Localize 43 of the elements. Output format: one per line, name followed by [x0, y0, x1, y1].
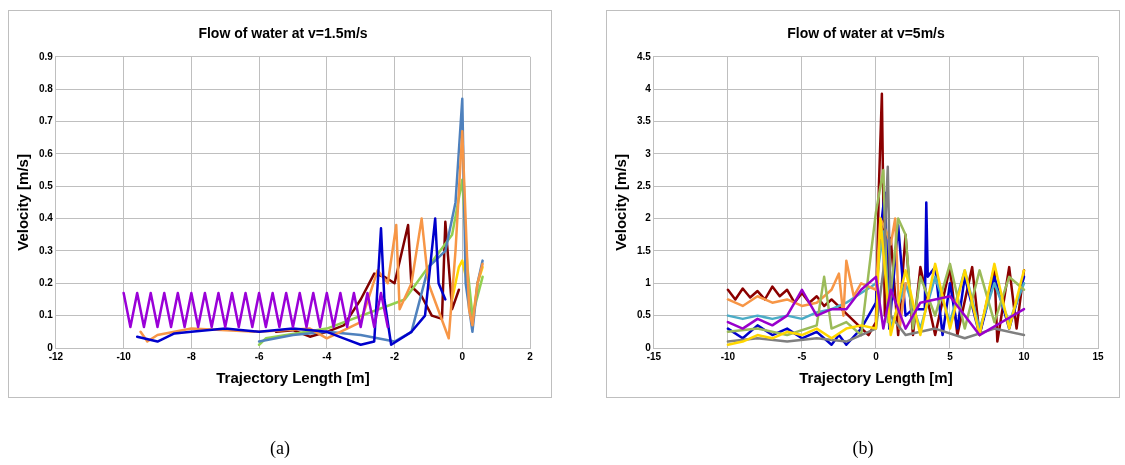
- y-tick-label: 1.5: [637, 244, 652, 256]
- y-tick-label: 2.5: [637, 179, 652, 191]
- y-tick-label: 0.3: [39, 244, 54, 256]
- x-tick-label: 0: [873, 350, 880, 362]
- text: (a): [269, 438, 291, 459]
- x-tick-label: 5: [947, 350, 954, 362]
- text: (b): [851, 438, 875, 459]
- y-tick-label: 0.4: [39, 212, 54, 224]
- y-tick-label: 0.9: [39, 50, 54, 62]
- y-axis-title: Velocity [m/s]: [14, 154, 32, 251]
- y-tick-label: 1: [645, 277, 652, 289]
- y-tick-label: 2: [645, 212, 652, 224]
- y-tick-label: 0.7: [39, 115, 54, 127]
- y-tick-label: 0.6: [39, 147, 54, 159]
- y-tick-label: 0.2: [39, 277, 54, 289]
- chart-title: Flow of water at v=5m/s: [787, 25, 945, 42]
- x-axis-title: Trajectory Length [m]: [216, 369, 370, 387]
- y-tick-label: 4.5: [637, 50, 652, 62]
- x-tick-label: 2: [527, 350, 534, 362]
- y-tick-label: 4: [645, 82, 652, 94]
- x-tick-label: -5: [797, 350, 807, 362]
- y-tick-label: 0.5: [39, 179, 54, 191]
- y-tick-label: 0: [47, 341, 54, 353]
- y-tick-label: 3.5: [637, 115, 652, 127]
- x-tick-label: -4: [322, 350, 332, 362]
- x-tick-label: -6: [254, 350, 264, 362]
- x-tick-label: -15: [646, 350, 662, 362]
- chart-title: Flow of water at v=1.5m/s: [198, 25, 368, 42]
- x-tick-label: -10: [116, 350, 132, 362]
- y-tick-label: 0: [645, 341, 652, 353]
- y-tick-label: 0.1: [39, 309, 54, 321]
- x-tick-label: -10: [720, 350, 736, 362]
- y-tick-label: 3: [645, 147, 652, 159]
- y-tick-label: 0.8: [39, 82, 54, 94]
- x-tick-label: 10: [1018, 350, 1030, 362]
- x-tick-label: 15: [1092, 350, 1104, 362]
- x-tick-label: -2: [390, 350, 400, 362]
- x-tick-label: 0: [459, 350, 466, 362]
- y-tick-label: 0.5: [637, 309, 652, 321]
- x-axis-title: Trajectory Length [m]: [799, 369, 953, 387]
- x-tick-label: -12: [48, 350, 64, 362]
- y-axis-title: Velocity [m/s]: [612, 154, 630, 251]
- x-tick-label: -8: [186, 350, 197, 362]
